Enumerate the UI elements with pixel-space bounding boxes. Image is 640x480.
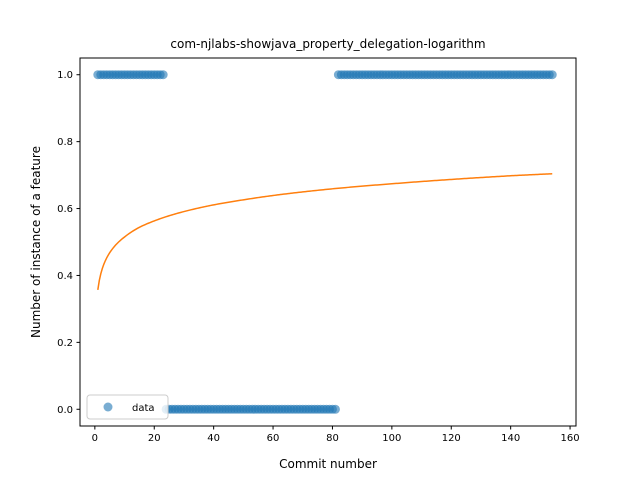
legend-label-data: data xyxy=(132,403,155,414)
legend-marker-data xyxy=(103,402,113,412)
x-tick-label: 100 xyxy=(382,433,401,444)
x-tick-label: 160 xyxy=(561,433,580,444)
legend: data xyxy=(86,394,169,420)
y-tick-label: 0.0 xyxy=(57,405,73,416)
x-tick-label: 20 xyxy=(148,433,161,444)
x-tick-label: 60 xyxy=(267,433,280,444)
y-tick-label: 0.2 xyxy=(57,338,73,349)
y-tick-label: 0.4 xyxy=(57,271,73,282)
fit-line xyxy=(97,173,553,290)
data-point xyxy=(158,70,168,80)
x-axis-label: Commit number xyxy=(279,457,377,471)
data-point xyxy=(330,404,340,414)
y-tick-label: 1.0 xyxy=(57,70,73,81)
x-tick-label: 120 xyxy=(442,433,461,444)
x-tick-label: 80 xyxy=(326,433,339,444)
plot-frame xyxy=(79,57,577,427)
x-axis: 0 20 40 60 80 100 120 140 160 xyxy=(92,426,580,444)
x-tick-label: 140 xyxy=(501,433,520,444)
x-tick-label: 0 xyxy=(92,433,98,444)
x-tick-label: 40 xyxy=(207,433,220,444)
y-axis-label: Number of instance of a feature xyxy=(29,146,43,338)
y-axis: 0.0 0.2 0.4 0.6 0.8 1.0 xyxy=(57,70,80,416)
y-tick-label: 0.6 xyxy=(57,204,73,215)
y-tick-label: 0.8 xyxy=(57,137,73,148)
plot-area xyxy=(93,70,557,414)
chart-title: com-njlabs-showjava_property_delegation-… xyxy=(170,37,485,51)
data-point xyxy=(547,70,557,80)
legend-box xyxy=(86,394,169,420)
